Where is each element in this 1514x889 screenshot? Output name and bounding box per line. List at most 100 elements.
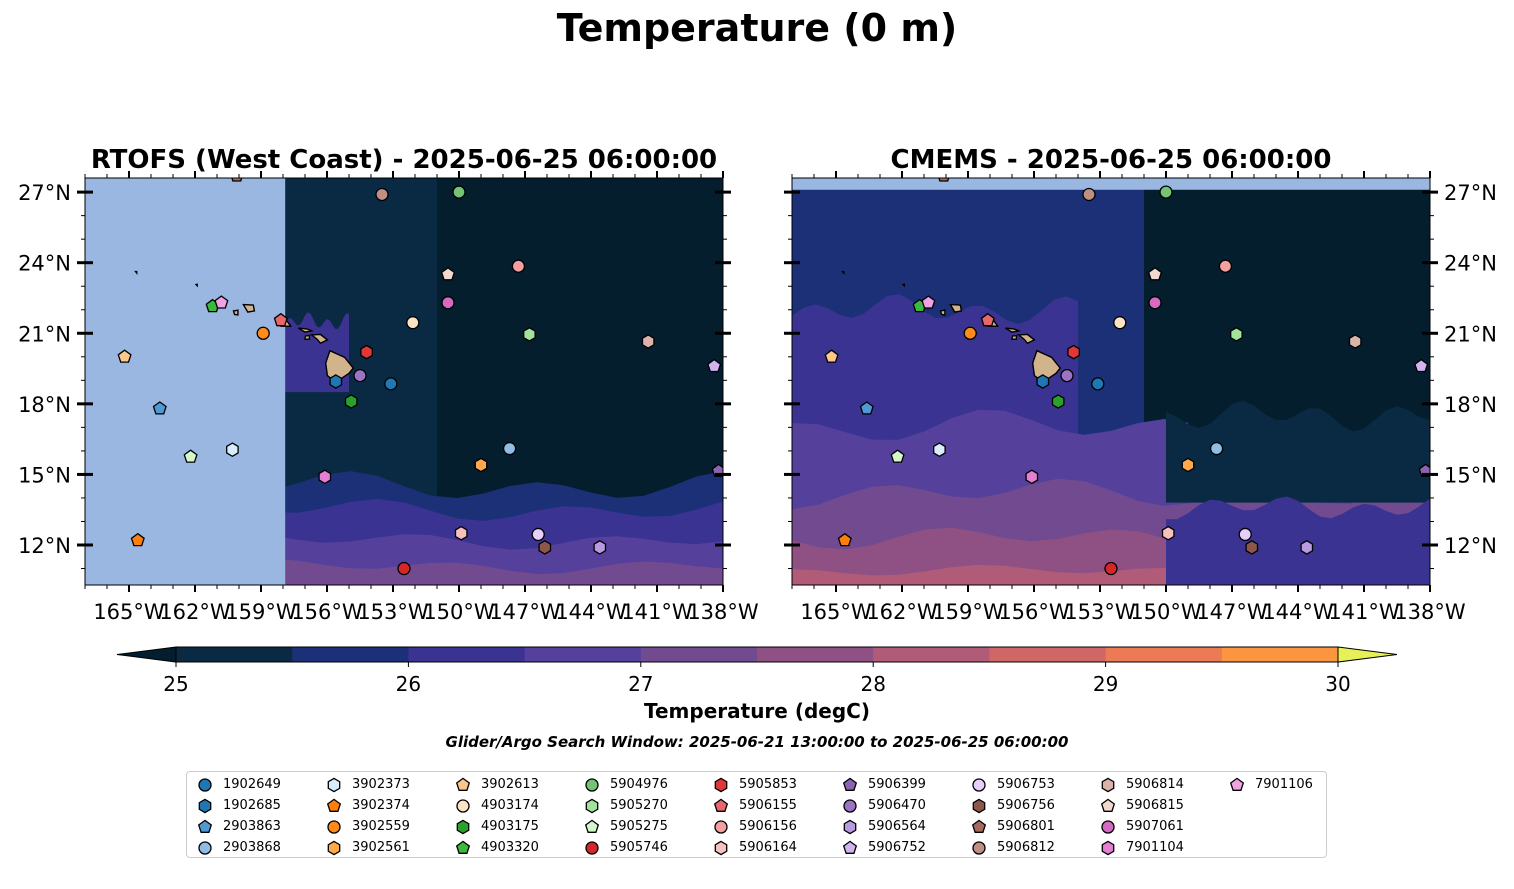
legend-marker-5906399	[842, 777, 858, 791]
legend-item-1902649: 1902649	[197, 774, 281, 795]
legend-label: 5906814	[1126, 777, 1184, 792]
legend-marker-5906164	[714, 840, 728, 855]
platform-5905275-marker	[890, 449, 905, 463]
island-6	[939, 309, 946, 316]
legend-label: 4903174	[481, 798, 539, 813]
legend-label: 5906815	[1126, 798, 1184, 813]
cmems-map-panel: CMEMS - 2025-06-25 06:00:00 165°W162°W159…	[784, 145, 1497, 624]
legend-marker-icon	[843, 798, 857, 813]
legend-marker-5906815	[1100, 798, 1116, 812]
legend-marker-3902373	[327, 777, 341, 792]
legend-marker-3902374	[326, 798, 342, 812]
band-25-5	[1166, 400, 1430, 503]
platform-5906756-marker	[1245, 540, 1259, 555]
band-26-5-south	[1166, 496, 1430, 585]
legend-label: 5905275	[610, 819, 668, 834]
legend-label: 5906812	[997, 840, 1055, 855]
legend-marker-1902649	[198, 777, 212, 792]
platform-3902374-marker	[837, 532, 852, 547]
platform-1902685-marker	[329, 374, 343, 389]
platform-5906815-marker	[1147, 267, 1163, 281]
platform-5906156-marker	[1218, 259, 1233, 273]
band-25-east	[1188, 178, 1430, 475]
legend-marker-icon	[198, 798, 212, 813]
temperature-colorbar: 25 26 27 28 29 30	[116, 646, 1398, 696]
platform-2903868-marker	[502, 441, 517, 456]
platform-4903174-marker	[1113, 316, 1127, 330]
legend-marker-5906814	[1101, 777, 1115, 792]
legend-marker-5906156	[714, 819, 728, 834]
x-tick-label: 147°W	[1196, 600, 1268, 624]
y-tick-label: 15°N	[1444, 463, 1497, 487]
platform-4903174-marker	[406, 316, 420, 330]
legend-marker-5906752	[842, 840, 858, 854]
legend-marker-icon	[971, 819, 987, 833]
island-7	[901, 283, 905, 288]
legend-marker-icon	[455, 840, 471, 854]
legend-item-3902613: 3902613	[455, 774, 539, 795]
legend-label: 5906164	[739, 840, 797, 855]
legend-item-4903175: 4903175	[455, 816, 539, 837]
legend-label: 5905270	[610, 798, 668, 813]
legend-item-5905270: 5905270	[584, 795, 668, 816]
legend-marker-icon	[585, 840, 599, 855]
legend-marker-icon	[327, 819, 341, 834]
legend-label: 5906399	[868, 777, 926, 792]
legend-label: 5906470	[868, 798, 926, 813]
colorbar-segment	[408, 647, 526, 662]
platform-5906155-marker	[980, 312, 995, 327]
x-tick-label: 138°W	[687, 600, 759, 624]
x-tick-label: 153°W	[357, 600, 429, 624]
platform-5905746-marker	[1104, 561, 1118, 576]
map-frame	[791, 177, 1431, 586]
map-frame	[84, 177, 724, 586]
legend-marker-3902559	[327, 819, 341, 834]
island-5	[242, 303, 256, 313]
legend-label: 5906752	[868, 840, 926, 855]
legend-marker-4903320	[455, 840, 471, 854]
legend-marker-2903868	[198, 840, 212, 855]
legend-marker-icon	[843, 819, 857, 834]
platform-3902613-marker	[824, 349, 839, 363]
y-tick-label: 27°N	[18, 181, 71, 205]
colorbar-frame	[175, 646, 1339, 663]
legend-item-5905746: 5905746	[584, 837, 668, 858]
platform-5906753-marker	[531, 527, 545, 542]
colorbar-tick-label: 28	[860, 672, 885, 696]
platform-7901106-marker	[214, 295, 229, 309]
platform-3902373-marker	[226, 442, 239, 458]
legend-item-1902685: 1902685	[197, 795, 281, 816]
legend-item-5906164: 5906164	[713, 837, 797, 858]
island-1	[1016, 333, 1036, 345]
platform-4903175-marker	[1051, 394, 1065, 409]
platform-5906155-marker	[273, 312, 288, 327]
platform-5906752-marker	[707, 358, 722, 373]
x-tick-label: 156°W	[998, 600, 1070, 624]
legend-label: 1902649	[223, 777, 281, 792]
legend-marker-5905746	[585, 840, 599, 855]
island-6	[232, 309, 239, 316]
legend-marker-5907061	[1101, 819, 1115, 834]
legend-item-5906399: 5906399	[842, 774, 926, 795]
x-tick-label: 144°W	[1262, 600, 1334, 624]
x-tick-label: 165°W	[800, 600, 872, 624]
legend-marker-5906564	[843, 819, 857, 834]
legend-label: 7901104	[1126, 840, 1184, 855]
legend-marker-5906753	[972, 777, 986, 792]
island-3	[304, 334, 311, 340]
legend-marker-7901106	[1229, 777, 1245, 791]
legend-marker-icon	[972, 798, 986, 813]
legend-item-5907061: 5907061	[1100, 816, 1184, 837]
legend-label: 5906801	[997, 819, 1055, 834]
x-tick-label: 159°W	[225, 600, 297, 624]
legend-label: 2903863	[223, 819, 281, 834]
platform-5906470-marker	[1060, 368, 1074, 383]
platform-5906801-marker	[938, 178, 950, 182]
legend-label: 5904976	[610, 777, 668, 792]
legend-marker-icon	[584, 819, 600, 833]
platform-5906156-marker	[511, 259, 526, 273]
legend-marker-5904976	[585, 777, 599, 792]
island-7	[194, 283, 198, 288]
legend-marker-4903175	[456, 819, 470, 834]
colorbar-segment	[989, 647, 1107, 662]
